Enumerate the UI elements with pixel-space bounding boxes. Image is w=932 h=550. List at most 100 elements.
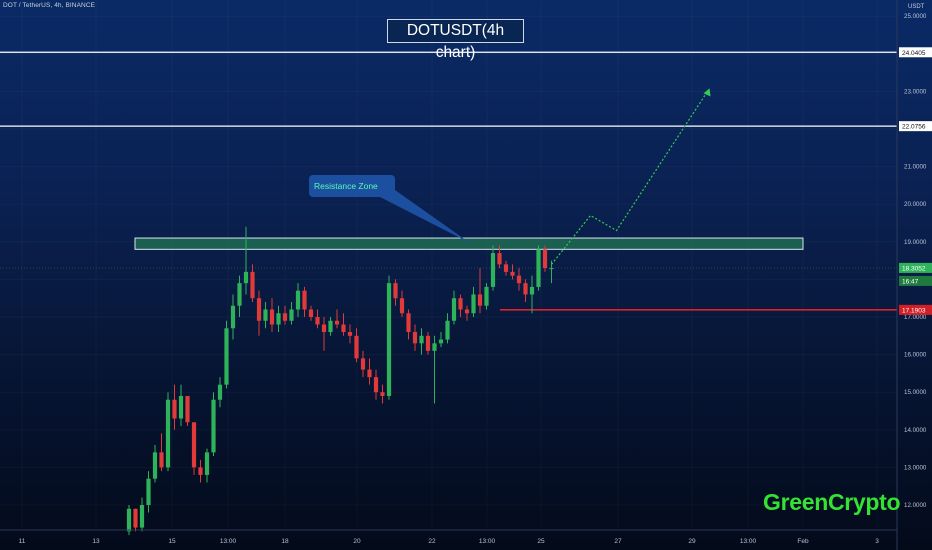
candle-body — [289, 309, 294, 321]
candle-body — [484, 286, 489, 306]
time-tick-label: 3 — [875, 538, 879, 545]
time-tick-label: 25 — [537, 538, 545, 545]
time-tick-label: 11 — [19, 538, 26, 545]
currency-label: USDT — [908, 4, 925, 10]
time-tick-label: 22 — [428, 538, 436, 545]
candle-body — [315, 317, 320, 325]
time-tick-label: Feb — [797, 538, 809, 545]
candle-body — [295, 290, 301, 310]
candles — [126, 226, 554, 536]
price-tag-label: 17.1903 — [902, 307, 926, 314]
callout-pointer-shape — [380, 190, 470, 243]
price-tick-label: 17.0000 — [904, 314, 927, 321]
candle-body — [432, 343, 437, 351]
projection-arrowhead — [703, 88, 711, 97]
price-tick-label: 21.0000 — [904, 164, 927, 171]
candle-body — [211, 399, 216, 453]
candle-body — [191, 422, 197, 468]
candle-body — [146, 478, 151, 505]
candle-body — [425, 335, 431, 351]
candle-body — [204, 452, 210, 475]
chart-title: DOTUSDT(4h chart) — [387, 19, 524, 61]
candle-body — [347, 332, 353, 336]
candle-body — [308, 309, 314, 317]
candle-body — [139, 505, 145, 528]
price-tag — [899, 262, 932, 273]
resistance-zone-callout[interactable]: Resistance Zone — [309, 175, 395, 197]
candle-body — [224, 328, 229, 385]
time-tick-label: 29 — [688, 538, 696, 545]
candle-body — [497, 253, 502, 265]
candle-body — [341, 324, 346, 333]
time-tick-label: 13:00 — [220, 538, 237, 545]
candle-body — [412, 332, 418, 344]
price-tick-label: 23.0000 — [904, 88, 927, 95]
price-tick-label: 25.0000 — [904, 13, 927, 20]
candle-body — [438, 339, 444, 344]
price-tag-label: 22.0756 — [902, 124, 926, 131]
time-tick-label: 13 — [92, 538, 100, 545]
callout-pointer — [380, 190, 470, 243]
price-tag-label: 16:47 — [902, 278, 919, 285]
price-tick-label: 20.0000 — [904, 201, 927, 208]
candle-body — [321, 324, 327, 333]
candle-body — [542, 249, 548, 269]
time-axis[interactable]: 11 13 15 13:00 18 20 22 13:00 25 27 29 13:00 Feb 3 — [19, 538, 880, 545]
candle-body — [354, 335, 359, 359]
candle-body — [126, 508, 132, 532]
candle-body — [217, 384, 223, 400]
price-axis[interactable]: 12.0000 13.0000 14.0000 15.0000 16.0000 17.00… — [904, 13, 927, 509]
time-tick-label: 15 — [168, 538, 176, 545]
candle-body — [458, 298, 463, 310]
candle-body — [523, 283, 528, 295]
candle-body — [198, 467, 203, 475]
horizontal-levels — [0, 51, 897, 311]
candle-body — [185, 395, 190, 423]
candle-body — [237, 283, 242, 306]
candle-body — [152, 452, 158, 479]
candle-body — [445, 320, 450, 340]
time-tick-label: 13:00 — [479, 538, 496, 545]
candle-body — [419, 335, 424, 344]
time-tick-label: 20 — [353, 538, 361, 545]
price-tag — [899, 121, 932, 132]
brand-watermark: GreenCrypto — [763, 489, 901, 515]
price-tag-label: 24.0405 — [902, 50, 926, 57]
price-tick-label: 14.0000 — [904, 427, 927, 434]
candle-body — [302, 290, 307, 310]
candle-body — [263, 309, 268, 321]
candle-body — [373, 377, 379, 393]
chart-grid — [0, 0, 897, 530]
price-tag — [899, 275, 932, 286]
candle-body — [529, 286, 535, 295]
candle-body — [256, 298, 262, 321]
candle-body — [510, 271, 515, 276]
candle-body — [269, 309, 275, 325]
candle-body — [250, 271, 255, 299]
price-tag — [899, 47, 932, 58]
price-tick-label: 15.0000 — [904, 389, 927, 396]
candle-body — [276, 313, 281, 325]
candle-body — [133, 508, 138, 528]
candle-body — [360, 358, 366, 370]
price-tag — [899, 304, 932, 315]
price-tick-label: 19.0000 — [904, 239, 927, 246]
candle-body — [178, 395, 184, 419]
candle-body — [536, 249, 541, 287]
time-tick-label: 18 — [281, 538, 289, 545]
candle-body — [367, 369, 372, 378]
candle-body — [282, 313, 288, 321]
candle-body — [380, 392, 385, 396]
projection-path — [551, 91, 709, 265]
time-tick-label: 27 — [614, 538, 622, 545]
time-tick-label: 13:00 — [740, 538, 757, 545]
candle-body — [334, 320, 340, 325]
symbol-header: DOT / TetherUS, 4h, BINANCE — [3, 2, 96, 9]
price-tags: 24.0405 22.0756 18.3052 16:47 17.1903 — [899, 47, 932, 315]
resistance-zone-box — [134, 237, 804, 250]
candle-body — [549, 268, 554, 270]
candle-body — [328, 320, 333, 333]
candle-body — [172, 399, 177, 419]
chart-axes — [0, 0, 898, 550]
